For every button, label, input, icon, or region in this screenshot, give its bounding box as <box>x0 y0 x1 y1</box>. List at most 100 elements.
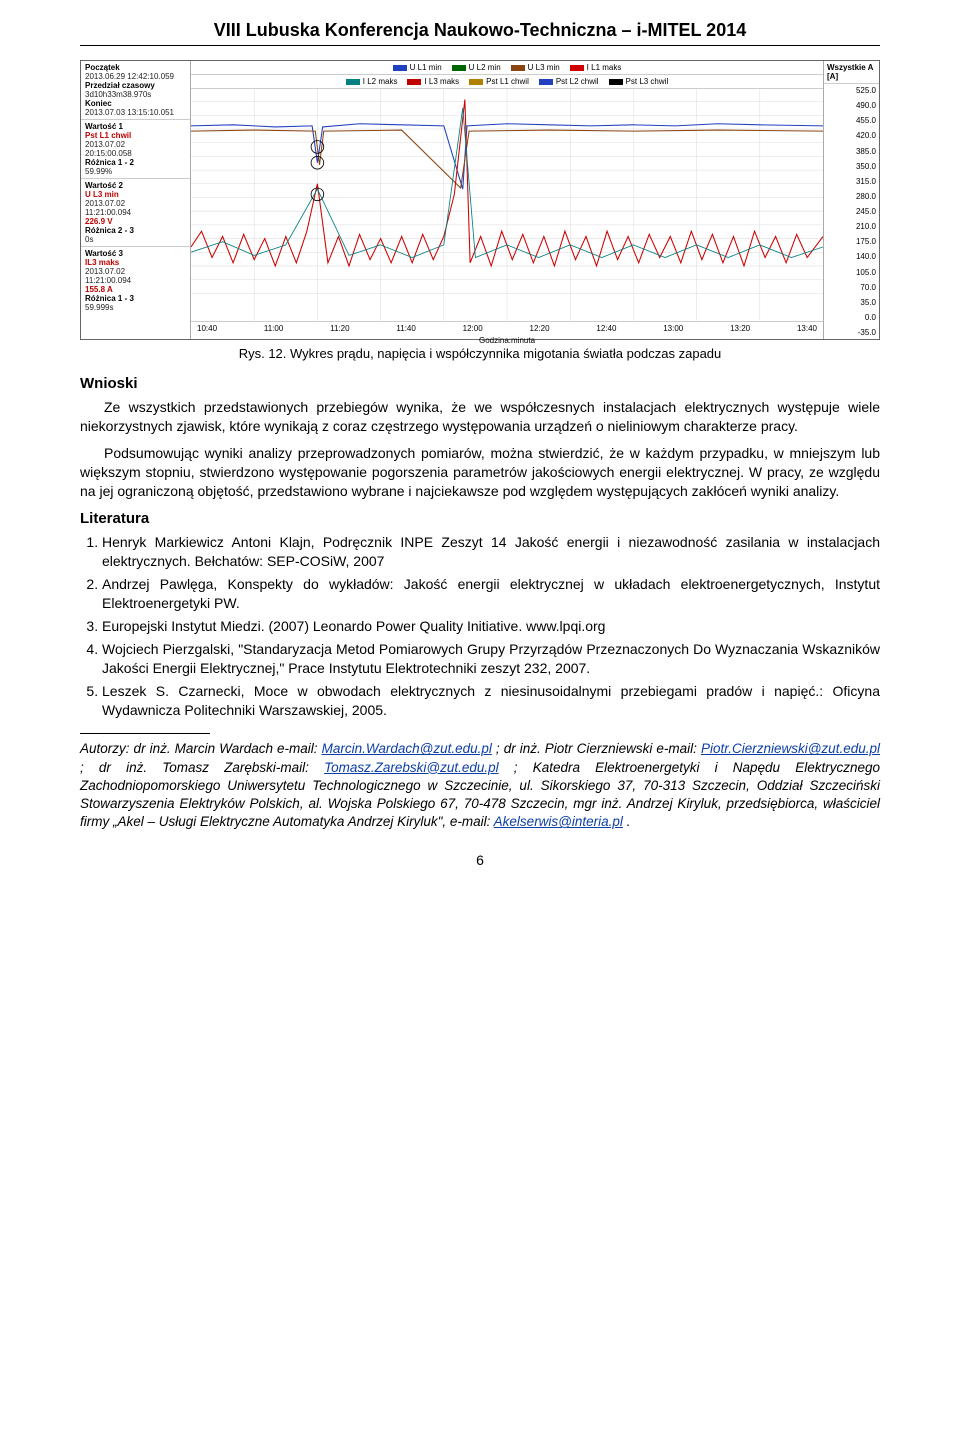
x-tick: 11:00 <box>264 324 283 333</box>
y-right-label: Wszystkie A [A] <box>824 61 879 84</box>
legend-item: Pst L3 chwil <box>609 77 669 86</box>
y-tick: 35.0 <box>824 298 876 307</box>
figure-caption: Rys. 12. Wykres prądu, napięcia i współc… <box>80 346 880 361</box>
block1-name: Wartość 1 <box>85 122 186 131</box>
end-label: Koniec <box>85 99 186 108</box>
email-link-3[interactable]: Tomasz.Zarebski@zut.edu.pl <box>324 760 499 775</box>
y-tick: 70.0 <box>824 283 876 292</box>
block2-name: Wartość 2 <box>85 181 186 190</box>
y-tick: 280.0 <box>824 192 876 201</box>
diff23-value: 0s <box>85 235 186 244</box>
x-tick: 11:20 <box>330 324 349 333</box>
email-link-4[interactable]: Akelserwis@interia.pl <box>494 814 623 829</box>
y-tick: -35.0 <box>824 328 876 337</box>
legend-row-2: I L2 maks I L3 maks Pst L1 chwil Pst L2 chw… <box>191 75 823 89</box>
conference-header: VIII Lubuska Konferencja Naukowo-Technic… <box>80 20 880 46</box>
x-tick: 13:40 <box>797 324 817 333</box>
diff14-label: Różnica 1 - 3 <box>85 294 186 303</box>
reference-list: Henryk Markiewicz Antoni Klajn, Podręczn… <box>80 533 880 719</box>
block2-time: 11:21:00.094 <box>85 208 186 217</box>
block1-time: 20:15:00.058 <box>85 149 186 158</box>
legend-swatch <box>346 79 360 85</box>
legend-item: I L1 maks <box>570 63 622 72</box>
legend-label: U L3 min <box>528 63 560 72</box>
authors-text: ; dr inż. Tomasz Zarębski-mail: <box>80 760 324 775</box>
block1-date: 2013.07.02 <box>85 140 186 149</box>
x-axis: 10:4011:0011:2011:4012:0012:2012:4013:00… <box>191 321 823 335</box>
authors-block: Autorzy: dr inż. Marcin Wardach e-mail: … <box>80 740 880 831</box>
y-tick: 105.0 <box>824 268 876 277</box>
range-value: 3d10h33m38.970s <box>85 90 186 99</box>
block3-name: Wartość 3 <box>85 249 186 258</box>
legend-label: U L1 min <box>410 63 442 72</box>
email-link-1[interactable]: Marcin.Wardach@zut.edu.pl <box>322 741 492 756</box>
reference-item: Leszek S. Czarnecki, Moce w obwodach ele… <box>102 682 880 720</box>
block3-time: 11:21:00.094 <box>85 276 186 285</box>
legend-label: I L2 maks <box>363 77 398 86</box>
reference-item: Wojciech Pierzgalski, "Standaryzacja Met… <box>102 640 880 678</box>
legend-swatch <box>393 65 407 71</box>
chart-figure: Początek 2013.06.29 12:42:10.059 Przedzi… <box>80 60 880 340</box>
block1-item: Pst L1 chwil <box>85 131 186 140</box>
x-label: Godzina:minuta <box>191 335 823 346</box>
legend-swatch <box>407 79 421 85</box>
legend-label: Pst L2 chwil <box>556 77 599 86</box>
legend-swatch <box>539 79 553 85</box>
diff12-label: Różnica 1 - 2 <box>85 158 186 167</box>
legend-item: I L2 maks <box>346 77 398 86</box>
start-value: 2013.06.29 12:42:10.059 <box>85 72 186 81</box>
legend-label: I L1 maks <box>587 63 622 72</box>
legend-label: Pst L1 chwil <box>486 77 529 86</box>
block1-pct: 59.99% <box>85 167 186 176</box>
pct3: 59.999s <box>85 303 186 312</box>
legend-label: I L3 maks <box>424 77 459 86</box>
reference-item: Europejski Instytut Miedzi. (2007) Leona… <box>102 617 880 636</box>
legend-swatch <box>469 79 483 85</box>
x-tick: 13:00 <box>663 324 683 333</box>
authors-text: . <box>627 814 631 829</box>
legend-swatch <box>511 65 525 71</box>
x-tick: 11:40 <box>396 324 415 333</box>
y-tick: 0.0 <box>824 313 876 322</box>
chart-svg <box>191 89 823 321</box>
wnioski-p1: Ze wszystkich przedstawionych przebiegów… <box>80 398 880 436</box>
plot-area <box>191 89 823 321</box>
start-label: Początek <box>85 63 186 72</box>
legend-item: U L3 min <box>511 63 560 72</box>
legend-row-1: U L1 min U L2 min U L3 min I L1 maks <box>191 61 823 75</box>
y-tick: 490.0 <box>824 101 876 110</box>
y-tick: 210.0 <box>824 222 876 231</box>
y-tick: 245.0 <box>824 207 876 216</box>
x-tick: 13:20 <box>730 324 750 333</box>
x-tick: 12:20 <box>530 324 550 333</box>
y-tick: 455.0 <box>824 116 876 125</box>
reference-item: Andrzej Pawlęga, Konspekty do wykładów: … <box>102 575 880 613</box>
legend-label: Pst L3 chwil <box>626 77 669 86</box>
authors-text: Autorzy: dr inż. Marcin Wardach e-mail: <box>80 741 322 756</box>
chart-left-panel: Początek 2013.06.29 12:42:10.059 Przedzi… <box>81 61 191 339</box>
x-tick: 12:40 <box>596 324 616 333</box>
y-tick: 385.0 <box>824 147 876 156</box>
chart-right-panel: Wszystkie A [A] 525.0 490.0 455.0 420.0 385.… <box>823 61 879 339</box>
wnioski-heading: Wnioski <box>80 375 880 392</box>
end-value: 2013.07.03 13:15:10.051 <box>85 108 186 117</box>
y-right-ticks: 525.0490.0455.0420.0385.0350.0315.0280.0… <box>824 84 879 339</box>
chart-center: U L1 min U L2 min U L3 min I L1 maks I L2 m… <box>191 61 823 339</box>
diff23-label: Różnica 2 - 3 <box>85 226 186 235</box>
legend-item: Pst L2 chwil <box>539 77 599 86</box>
y-tick: 175.0 <box>824 237 876 246</box>
authors-separator <box>80 733 210 734</box>
y-tick: 525.0 <box>824 86 876 95</box>
legend-item: Pst L1 chwil <box>469 77 529 86</box>
y-tick: 420.0 <box>824 131 876 140</box>
literatura-heading: Literatura <box>80 510 880 527</box>
legend-swatch <box>452 65 466 71</box>
block2-item: U L3 min <box>85 190 186 199</box>
block2-date: 2013.07.02 <box>85 199 186 208</box>
legend-swatch <box>609 79 623 85</box>
legend-swatch <box>570 65 584 71</box>
block3-date: 2013.07.02 <box>85 267 186 276</box>
legend-label: U L2 min <box>469 63 501 72</box>
reference-item: Henryk Markiewicz Antoni Klajn, Podręczn… <box>102 533 880 571</box>
email-link-2[interactable]: Piotr.Cierzniewski@zut.edu.pl <box>701 741 880 756</box>
